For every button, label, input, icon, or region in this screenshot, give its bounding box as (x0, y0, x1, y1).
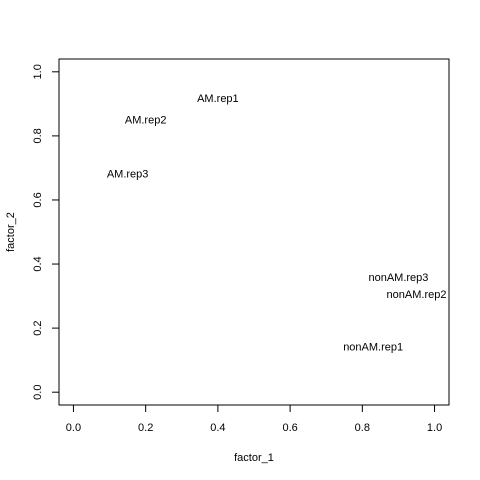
x-tick-label: 0.2 (138, 422, 153, 434)
x-axis-title: factor_1 (234, 452, 274, 464)
y-tick-label: 0.8 (32, 128, 44, 143)
y-axis-title: factor_2 (5, 212, 17, 252)
point-label: nonAM.rep3 (368, 272, 428, 284)
point-label: nonAM.rep1 (343, 341, 403, 353)
x-tick-label: 0.8 (355, 422, 370, 434)
x-tick-label: 0.0 (66, 422, 81, 434)
x-tick-label: 0.4 (210, 422, 225, 434)
x-tick-label: 0.6 (282, 422, 297, 434)
point-label: AM.rep3 (107, 168, 149, 180)
y-tick-label: 1.0 (32, 64, 44, 79)
x-tick-label: 1.0 (427, 422, 442, 434)
point-labels: AM.rep1 AM.rep2 AM.rep3 nonAM.rep3 nonAM.rep… (107, 93, 447, 353)
point-label: AM.rep2 (125, 115, 167, 127)
point-label: nonAM.rep2 (387, 289, 447, 301)
x-axis: 0.0 0.2 0.4 0.6 0.8 1.0 (66, 404, 442, 434)
y-tick-label: 0.4 (32, 256, 44, 271)
y-tick-label: 0.0 (32, 385, 44, 400)
y-axis: 0.0 0.2 0.4 0.6 0.8 1.0 (32, 64, 60, 400)
y-tick-label: 0.6 (32, 192, 44, 207)
point-label: AM.rep1 (197, 93, 239, 105)
y-tick-label: 0.2 (32, 320, 44, 335)
